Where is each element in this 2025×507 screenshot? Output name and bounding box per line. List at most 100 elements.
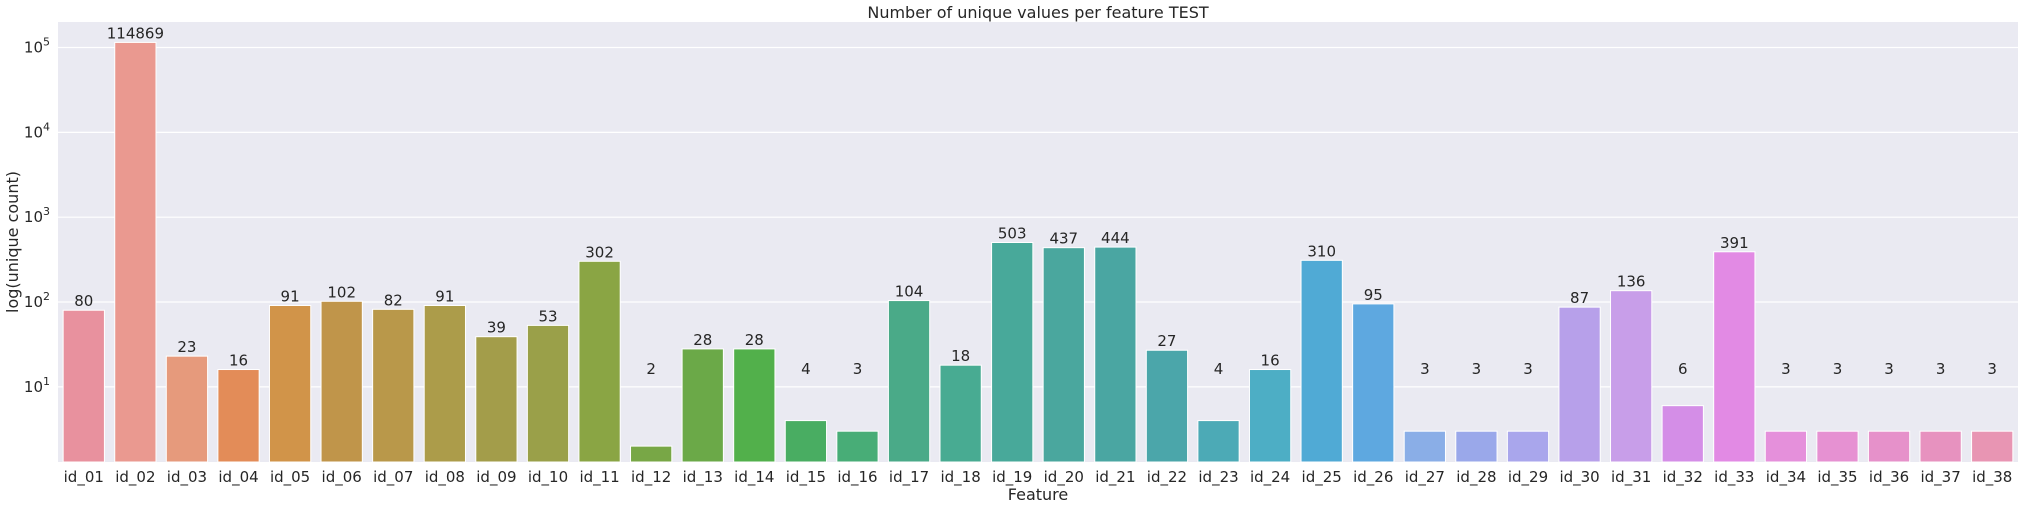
- x-tick-label: id_02: [115, 468, 155, 487]
- data-label-id_15: 4: [801, 360, 811, 378]
- data-label-id_11: 302: [585, 243, 614, 261]
- x-tick-label: id_28: [1456, 468, 1496, 487]
- bar-id_31: [1610, 290, 1653, 463]
- y-axis-label: log(unique count): [3, 171, 22, 313]
- bar-id_17: [887, 300, 931, 463]
- x-tick-label: id_27: [1405, 468, 1445, 487]
- x-tick-label: id_17: [889, 468, 929, 487]
- bar-id_04: [217, 369, 260, 463]
- x-tick-label: id_14: [734, 468, 774, 487]
- data-label-id_07: 82: [384, 291, 403, 309]
- data-label-id_25: 310: [1307, 242, 1336, 260]
- bar-id_14: [733, 348, 776, 463]
- x-tick-label: id_09: [476, 468, 516, 487]
- bar-id_19: [991, 242, 1034, 463]
- data-label-id_21: 444: [1101, 229, 1130, 247]
- x-tick-label: id_13: [683, 468, 723, 487]
- bar-id_18: [939, 364, 982, 463]
- bar-id_20: [1042, 247, 1085, 463]
- x-tick-label: id_05: [270, 468, 310, 487]
- x-tick-label: id_24: [1250, 468, 1290, 487]
- x-tick-label: id_20: [1044, 468, 1084, 487]
- bar-id_03: [165, 355, 209, 463]
- bar-id_12: [630, 445, 673, 463]
- bar-id_36: [1867, 430, 1911, 463]
- chart-title: Number of unique values per feature TEST: [867, 3, 1209, 22]
- bar-id_21: [1094, 246, 1137, 463]
- data-label-id_12: 2: [646, 360, 656, 378]
- x-tick-label: id_26: [1353, 468, 1393, 487]
- x-tick-label: id_16: [837, 468, 877, 487]
- x-tick-label: id_30: [1559, 468, 1599, 487]
- bar-id_10: [526, 324, 570, 463]
- x-tick-label: id_15: [786, 468, 826, 487]
- bar-id_22: [1145, 349, 1189, 463]
- x-tick-label: id_37: [1920, 468, 1960, 487]
- bar-id_15: [784, 420, 828, 463]
- bar-id_02: [114, 41, 157, 463]
- data-label-id_32: 6: [1678, 360, 1688, 378]
- data-label-id_05: 91: [281, 287, 300, 305]
- x-tick-label: id_19: [992, 468, 1032, 487]
- data-label-id_08: 91: [435, 287, 454, 305]
- bar-id_11: [578, 260, 621, 463]
- data-label-id_37: 3: [1936, 360, 1946, 378]
- bar-id_24: [1248, 369, 1292, 463]
- x-tick-label: id_01: [64, 468, 104, 487]
- data-label-id_28: 3: [1472, 360, 1482, 378]
- data-label-id_29: 3: [1523, 360, 1533, 378]
- x-tick-label: id_25: [1302, 468, 1342, 487]
- data-label-id_06: 102: [327, 283, 356, 301]
- y-tick-label: 103: [24, 205, 50, 226]
- x-tick-label: id_12: [631, 468, 671, 487]
- data-label-id_22: 27: [1157, 332, 1176, 350]
- y-tick-label: 105: [24, 36, 50, 57]
- x-tick-label: id_35: [1817, 468, 1857, 487]
- x-tick-label: id_36: [1869, 468, 1909, 487]
- x-tick-label: id_04: [218, 468, 258, 487]
- bar-id_32: [1661, 405, 1704, 463]
- bar-id_37: [1919, 430, 1962, 463]
- data-label-id_02: 114869: [107, 24, 164, 42]
- data-label-id_36: 3: [1884, 360, 1894, 378]
- x-tick-label: id_21: [1095, 468, 1135, 487]
- data-label-id_35: 3: [1833, 360, 1843, 378]
- data-label-id_19: 503: [998, 225, 1027, 243]
- data-label-id_38: 3: [1987, 360, 1997, 378]
- x-tick-label: id_32: [1663, 468, 1703, 487]
- y-tick-label: 102: [24, 290, 50, 311]
- data-label-id_31: 136: [1617, 273, 1646, 291]
- x-tick-label: id_38: [1972, 468, 2012, 487]
- data-label-id_17: 104: [895, 283, 924, 301]
- data-label-id_18: 18: [951, 347, 970, 365]
- x-tick-label: id_33: [1714, 468, 1754, 487]
- bar-id_13: [681, 348, 724, 463]
- bar-id_35: [1816, 430, 1859, 463]
- bar-id_38: [1971, 430, 2014, 463]
- x-tick-label: id_18: [940, 468, 980, 487]
- data-label-id_14: 28: [745, 331, 764, 349]
- x-tick-label: id_07: [373, 468, 413, 487]
- x-tick-label: id_03: [167, 468, 207, 487]
- bar-id_08: [423, 304, 466, 463]
- bar-id_06: [320, 300, 363, 463]
- data-label-id_30: 87: [1570, 289, 1589, 307]
- data-label-id_24: 16: [1261, 352, 1280, 370]
- x-tick-label: id_34: [1766, 468, 1806, 487]
- y-tick-label: 101: [24, 375, 50, 396]
- bar-id_16: [836, 430, 879, 463]
- x-tick-label: id_06: [322, 468, 362, 487]
- bar-id_34: [1764, 430, 1808, 463]
- x-tick-labels: id_01 id_02 id_03 id_04 id_05 id_06 id_07 id_08…: [64, 468, 2013, 487]
- x-tick-label: id_11: [579, 468, 619, 487]
- y-tick-labels: 101 102 103 104 105: [24, 36, 50, 396]
- bar-id_26: [1352, 303, 1395, 463]
- data-label-id_04: 16: [229, 352, 248, 370]
- data-label-id_09: 39: [487, 319, 506, 337]
- bar-id_25: [1300, 259, 1343, 463]
- bar-id_09: [475, 336, 518, 463]
- data-label-id_27: 3: [1420, 360, 1430, 378]
- data-label-id_34: 3: [1781, 360, 1791, 378]
